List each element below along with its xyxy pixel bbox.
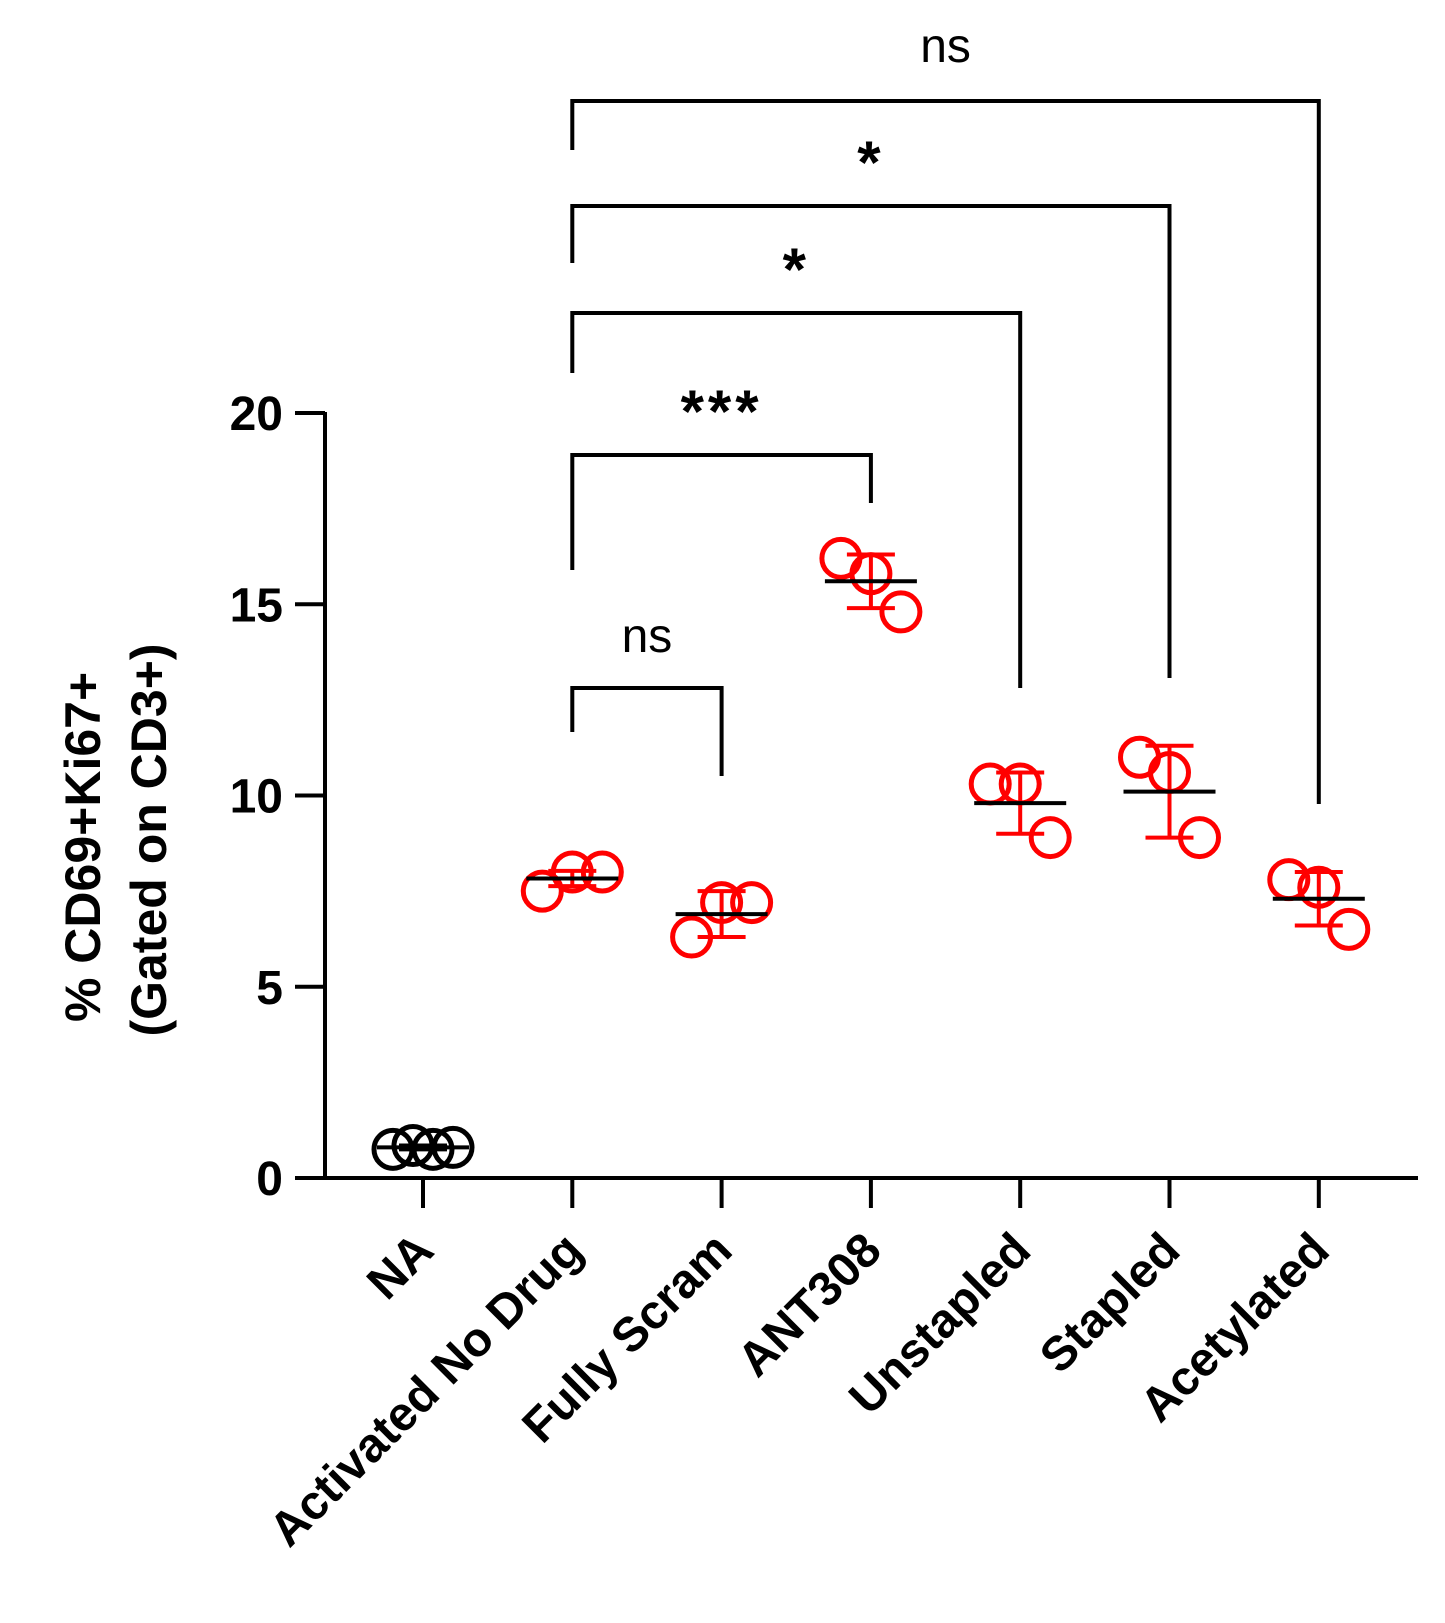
y-axis-label: % CD69+Ki67+ (Gated on CD3+) — [55, 643, 177, 1036]
data-point — [730, 881, 774, 925]
significance-label: ns — [622, 610, 673, 663]
group-ant308 — [819, 536, 923, 634]
bracket-line — [570, 453, 873, 570]
data-groups — [371, 536, 1371, 1171]
group-stapled — [1118, 735, 1221, 860]
bracket-activated-no-drug-vs-fully-scram: ns — [570, 610, 724, 776]
significance-label: * — [857, 129, 884, 196]
group-acetylated — [1267, 858, 1371, 951]
group-na — [371, 1123, 475, 1171]
significance-brackets: ns*****ns — [570, 20, 1321, 804]
significance-label: * — [783, 236, 810, 303]
bracket-activated-no-drug-vs-acetylated: ns — [570, 20, 1321, 804]
y-tick-label: 0 — [256, 1153, 283, 1206]
data-point — [1327, 907, 1371, 951]
data-point — [1028, 816, 1072, 860]
y-axis-label-line1: % CD69+Ki67+ — [55, 672, 111, 1022]
bracket-activated-no-drug-vs-unstapled: * — [570, 236, 1023, 688]
y-axis: 0 5 10 15 20 — [230, 388, 327, 1206]
group-activated-no-drug — [520, 850, 624, 913]
group-fully-scram — [670, 881, 774, 959]
bracket-activated-no-drug-vs-ant308: *** — [570, 378, 873, 570]
data-point — [520, 869, 564, 913]
significance-label: *** — [681, 378, 763, 445]
y-tick-label: 20 — [230, 388, 283, 441]
bracket-activated-no-drug-vs-stapled: * — [570, 129, 1172, 678]
bracket-line — [570, 686, 724, 776]
y-tick-label: 10 — [230, 771, 283, 824]
y-tick-label: 15 — [230, 579, 283, 632]
group-unstapled — [968, 762, 1072, 860]
data-point — [879, 590, 923, 634]
bracket-line — [570, 99, 1321, 804]
x-tick-label-na: NA — [357, 1223, 443, 1309]
significance-label: ns — [920, 20, 971, 73]
y-axis-label-line2: (Gated on CD3+) — [121, 643, 177, 1036]
bracket-line — [570, 311, 1023, 688]
y-tick-label: 5 — [256, 962, 283, 1015]
bracket-line — [570, 204, 1172, 678]
